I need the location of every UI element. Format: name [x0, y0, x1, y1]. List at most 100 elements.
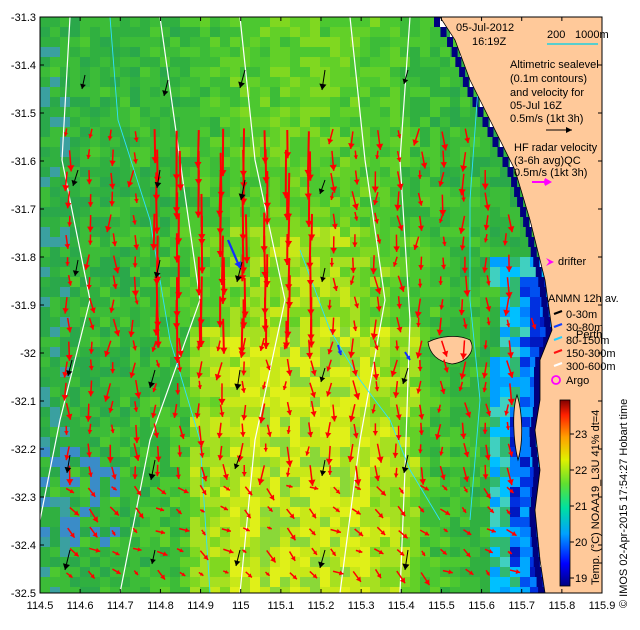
sst-cell — [310, 157, 320, 167]
sst-cell — [320, 117, 330, 127]
lat-tick-label: -31.8 — [11, 252, 36, 264]
sst-cell — [190, 397, 200, 407]
sst-cell — [40, 377, 50, 387]
sst-cell — [350, 317, 360, 327]
sst-cell — [40, 337, 50, 347]
radar-arrow — [374, 568, 382, 579]
sst-cell — [380, 327, 390, 337]
sst-cell — [90, 247, 100, 257]
sst-cell — [250, 557, 260, 567]
radar-arrow — [175, 383, 181, 395]
sst-cell — [180, 97, 190, 107]
sst-cell — [380, 167, 390, 177]
sst-cell — [310, 237, 320, 247]
anmn-depth-label: 150-300m — [566, 348, 616, 360]
lon-tick-label: 114.5 — [27, 600, 54, 612]
radar-arrow — [393, 234, 400, 252]
sst-cell — [210, 487, 220, 497]
radar-arrow — [460, 152, 468, 172]
sst-cell — [170, 497, 180, 507]
sst-cell — [490, 477, 500, 487]
sst-cell — [160, 327, 170, 337]
lon-tick-label: 115.9 — [589, 600, 616, 612]
sst-cell — [70, 37, 80, 47]
sst-cell — [390, 227, 400, 237]
sst-cell — [510, 477, 520, 487]
sst-cell — [280, 387, 290, 397]
radar-arrow — [65, 257, 70, 266]
sst-cell — [480, 217, 490, 227]
sst-cell — [520, 287, 530, 297]
radar-arrow — [107, 129, 113, 141]
sst-cell — [40, 507, 50, 517]
sst-cell — [130, 377, 140, 387]
sst-cell — [230, 537, 240, 547]
radar-arrow — [459, 361, 467, 380]
sst-cell — [80, 367, 90, 377]
sst-cell — [490, 287, 500, 297]
radar-arrow — [439, 194, 447, 216]
sst-cell — [90, 227, 100, 237]
sst-cell — [300, 317, 310, 327]
radar-arrow — [263, 443, 268, 452]
sst-cell — [380, 567, 390, 577]
sst-cell — [230, 387, 240, 397]
sst-cell — [510, 227, 520, 237]
sst-cell — [260, 197, 270, 207]
sst-cell — [260, 467, 270, 477]
radar-arrow — [329, 150, 337, 171]
sst-cell — [380, 247, 390, 257]
sst-cell — [50, 467, 60, 477]
sst-cell — [400, 197, 410, 207]
sst-cell — [190, 457, 200, 467]
sst-cell — [350, 557, 360, 567]
sst-cell — [440, 417, 450, 427]
radar-arrow — [222, 463, 229, 480]
sst-cell — [110, 197, 120, 207]
sst-cell — [200, 247, 210, 257]
sst-cell — [140, 537, 150, 547]
sst-cell — [390, 277, 400, 287]
sst-cell — [320, 207, 330, 217]
radar-arrow — [483, 487, 492, 499]
sst-cell — [220, 377, 230, 387]
sst-cell — [330, 447, 340, 457]
sst-cell — [190, 237, 200, 247]
sst-cell — [130, 577, 140, 587]
sst-cell — [492, 137, 499, 147]
sst-cell — [420, 167, 430, 177]
sst-cell — [280, 477, 290, 487]
sst-cell — [440, 567, 450, 577]
sst-cell — [350, 217, 360, 227]
sst-cell — [290, 207, 300, 217]
sst-cell — [170, 487, 180, 497]
sst-cell — [535, 357, 542, 367]
sst-cell — [532, 547, 539, 557]
sst-cell — [80, 507, 90, 517]
sst-cell — [280, 57, 290, 67]
radar-arrow — [65, 402, 73, 420]
radar-arrow — [372, 192, 379, 206]
sst-cell — [260, 497, 270, 507]
sst-cell — [350, 27, 360, 37]
sst-cell — [40, 407, 50, 417]
sst-cell — [320, 417, 330, 427]
sst-cell — [400, 97, 410, 107]
sst-cell — [300, 47, 310, 57]
sst-cell — [310, 527, 320, 537]
sst-cell — [430, 227, 440, 237]
sst-cell — [150, 397, 160, 407]
sst-cell — [110, 177, 120, 187]
sst-cell — [90, 107, 100, 117]
sst-cell — [420, 437, 430, 447]
sst-cell — [340, 247, 350, 257]
sst-cell — [451, 47, 458, 57]
radar-arrow — [133, 235, 140, 250]
sst-cell — [260, 187, 270, 197]
sst-cell — [130, 497, 140, 507]
sst-cell — [200, 497, 210, 507]
sst-cell — [340, 217, 350, 227]
sst-cell — [80, 67, 90, 77]
sst-cell — [370, 137, 380, 147]
sst-cell — [200, 307, 210, 317]
